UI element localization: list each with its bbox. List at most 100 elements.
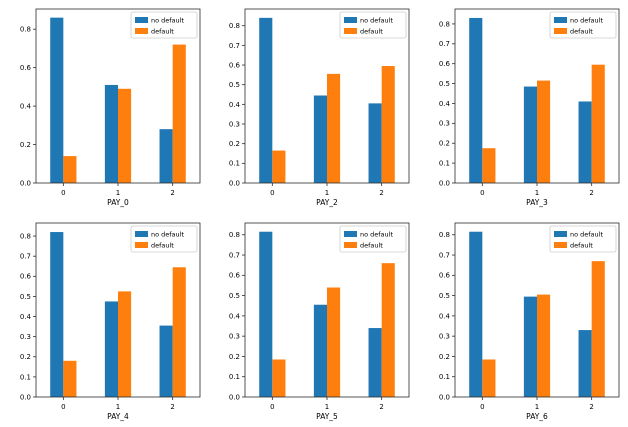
y-tick-label: 0.5	[439, 292, 450, 300]
bar-default-2	[172, 44, 186, 183]
bar-no-default-2	[368, 327, 382, 397]
legend-swatch-no-default	[553, 230, 567, 237]
x-tick-label: 0	[480, 403, 484, 411]
bar-default-1	[327, 73, 341, 183]
x-tick-label: 2	[380, 403, 384, 411]
y-tick-label: 0.3	[20, 333, 31, 341]
bar-no-default-2	[368, 103, 382, 183]
bar-default-0	[272, 150, 286, 183]
y-tick-label: 0.7	[229, 42, 240, 50]
subplot-PAY_5: 0.0 0.1 0.2 0.3 0.4 0.5 0.6 0.7 0.8 0 1 2 PAY_5 no de…	[209, 214, 418, 427]
subplot-canvas-PAY_4: 0.0 0.1 0.2 0.3 0.4 0.5 0.6 0.7 0.8 0 1 2 PAY_4 no de…	[20, 222, 201, 421]
bar-no-default-2	[159, 129, 173, 183]
subplot-canvas-PAY_3: 0.0 0.1 0.2 0.3 0.4 0.5 0.6 0.7 0.8 0 1 2 PAY_3 no de…	[439, 8, 620, 207]
x-tick-label: 2	[170, 403, 174, 411]
y-tick-label: 0.8	[229, 231, 240, 239]
x-tick-label: 1	[534, 403, 538, 411]
legend-label-no-default: no default	[360, 230, 393, 238]
x-tick-label: 1	[325, 403, 329, 411]
y-tick-label: 0.7	[20, 252, 31, 260]
legend: no default default	[130, 11, 198, 39]
subplot-canvas-PAY_0: 0.0 0.2 0.4 0.6 0.8 0 1 2 PAY_0 no default default	[20, 8, 201, 207]
bar-no-default-1	[104, 84, 118, 183]
subplot-PAY_4: 0.0 0.1 0.2 0.3 0.4 0.5 0.6 0.7 0.8 0 1 2 PAY_4 no de…	[0, 214, 209, 427]
bar-default-1	[536, 80, 550, 183]
y-tick-label: 0.4	[20, 312, 32, 320]
bar-default-1	[117, 88, 132, 183]
y-tick-label: 0.4	[439, 100, 451, 108]
legend-label-no-default: no default	[151, 230, 184, 238]
y-tick-label: 0.7	[439, 251, 450, 259]
bar-no-default-1	[523, 86, 537, 183]
y-tick-label: 0.6	[20, 272, 31, 280]
subplot-PAY_6: 0.0 0.1 0.2 0.3 0.4 0.5 0.6 0.7 0.8 0 1 2 PAY_6 no de…	[419, 214, 628, 427]
legend-label-default: default	[151, 27, 174, 35]
legend-label-no-default: no default	[570, 16, 603, 24]
y-tick-label: 0.8	[439, 20, 450, 28]
y-tick-label: 0.6	[229, 271, 240, 279]
x-axis-label: PAY_3	[526, 198, 548, 207]
y-tick-label: 0.6	[439, 271, 450, 279]
bar-no-default-0	[468, 17, 482, 183]
legend-swatch-default	[344, 28, 358, 34]
legend-label-default: default	[360, 27, 383, 35]
x-axis-label: PAY_6	[526, 412, 548, 421]
y-tick-label: 0.3	[229, 120, 240, 128]
legend: no default default	[130, 225, 198, 252]
y-tick-label: 0.0	[439, 393, 450, 401]
legend-swatch-default	[134, 28, 148, 34]
bar-no-default-2	[159, 325, 173, 397]
y-tick-label: 0.4	[229, 101, 241, 109]
legend-swatch-no-default	[344, 17, 358, 23]
subplot-PAY_3: 0.0 0.1 0.2 0.3 0.4 0.5 0.6 0.7 0.8 0 1 2 PAY_3 no de…	[419, 0, 628, 214]
y-tick-label: 0.0	[20, 179, 31, 187]
x-tick-label: 2	[589, 403, 593, 411]
bar-default-0	[481, 148, 496, 183]
x-tick-label: 1	[325, 189, 329, 197]
subplot-canvas-PAY_5: 0.0 0.1 0.2 0.3 0.4 0.5 0.6 0.7 0.8 0 1 2 PAY_5 no de…	[229, 222, 410, 421]
bar-default-0	[63, 360, 77, 397]
legend-swatch-no-default	[134, 17, 148, 23]
y-tick-label: 0.0	[20, 393, 31, 401]
legend-label-default: default	[360, 241, 383, 249]
x-tick-label: 2	[170, 189, 174, 197]
bar-default-0	[272, 358, 286, 397]
legend-label-no-default: no default	[570, 230, 603, 238]
legend-swatch-default	[344, 241, 358, 248]
bar-no-default-1	[314, 304, 328, 397]
y-tick-label: 0.8	[439, 231, 450, 239]
legend-label-default: default	[570, 241, 593, 249]
legend-label-default: default	[151, 241, 174, 249]
y-tick-label: 0.2	[439, 140, 450, 148]
subplot-canvas-PAY_6: 0.0 0.1 0.2 0.3 0.4 0.5 0.6 0.7 0.8 0 1 2 PAY_6 no de…	[439, 222, 620, 421]
y-tick-label: 0.2	[439, 352, 450, 360]
bar-no-default-0	[468, 231, 482, 397]
bar-no-default-0	[259, 17, 273, 183]
x-tick-label: 1	[116, 189, 120, 197]
bar-default-1	[117, 290, 132, 397]
y-tick-label: 0.3	[439, 332, 450, 340]
bar-no-default-2	[578, 101, 592, 183]
legend-swatch-no-default	[344, 230, 358, 237]
legend: no default default	[339, 225, 407, 252]
y-tick-label: 0.2	[229, 140, 240, 148]
bar-no-default-2	[578, 329, 592, 397]
bar-default-0	[63, 156, 77, 183]
bar-no-default-1	[314, 95, 328, 183]
bar-no-default-1	[523, 296, 537, 397]
bar-default-2	[381, 66, 396, 183]
x-tick-label: 2	[589, 189, 593, 197]
legend: no default default	[339, 11, 407, 39]
x-axis-label: PAY_4	[107, 412, 129, 421]
bar-default-2	[591, 260, 605, 397]
y-tick-label: 0.5	[20, 292, 31, 300]
y-tick-label: 0.0	[229, 179, 240, 187]
y-tick-label: 0.6	[439, 60, 450, 68]
x-tick-label: 0	[61, 189, 65, 197]
y-tick-label: 0.1	[439, 373, 450, 381]
subplot-PAY_2: 0.0 0.1 0.2 0.3 0.4 0.5 0.6 0.7 0.8 0 1 2 PAY_2 no de…	[209, 0, 418, 214]
y-tick-label: 0.3	[229, 332, 240, 340]
legend-label-no-default: no default	[151, 16, 184, 24]
y-tick-label: 0.5	[439, 80, 450, 88]
y-tick-label: 0.1	[20, 373, 31, 381]
